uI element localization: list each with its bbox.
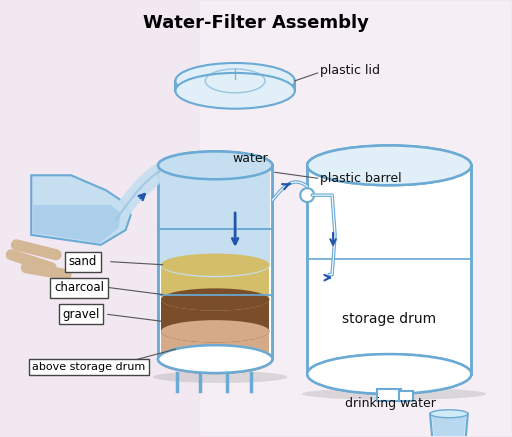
Bar: [399, 391, 413, 401]
Polygon shape: [432, 417, 466, 437]
Ellipse shape: [158, 152, 272, 179]
Ellipse shape: [307, 146, 472, 185]
Ellipse shape: [158, 152, 272, 179]
Ellipse shape: [307, 146, 472, 185]
Bar: [161, 331, 269, 363]
Text: plastic lid: plastic lid: [319, 64, 380, 77]
Ellipse shape: [158, 345, 272, 373]
Text: above storage drum: above storage drum: [32, 362, 145, 372]
Text: Water-Filter Assembly: Water-Filter Assembly: [143, 14, 369, 32]
Bar: [161, 265, 269, 299]
Ellipse shape: [160, 252, 270, 277]
Ellipse shape: [161, 352, 269, 374]
Ellipse shape: [307, 354, 472, 394]
Bar: [160, 170, 270, 265]
Ellipse shape: [161, 288, 269, 311]
Ellipse shape: [176, 73, 295, 109]
Ellipse shape: [307, 354, 472, 394]
Ellipse shape: [160, 158, 270, 183]
Ellipse shape: [158, 345, 272, 373]
Ellipse shape: [153, 371, 287, 383]
Bar: [158, 165, 272, 359]
Text: plastic barrel: plastic barrel: [319, 172, 401, 185]
Ellipse shape: [161, 320, 269, 343]
Ellipse shape: [161, 320, 269, 343]
Ellipse shape: [300, 188, 314, 202]
Ellipse shape: [161, 288, 269, 311]
Text: charcoal: charcoal: [54, 281, 104, 294]
Ellipse shape: [302, 388, 486, 400]
Text: storage drum: storage drum: [342, 312, 436, 326]
Text: gravel: gravel: [62, 308, 100, 321]
Polygon shape: [430, 414, 468, 437]
Bar: [377, 389, 401, 401]
Ellipse shape: [176, 63, 295, 99]
Ellipse shape: [161, 253, 269, 276]
Polygon shape: [31, 175, 131, 245]
Text: sand: sand: [69, 255, 97, 268]
Ellipse shape: [430, 410, 468, 418]
Bar: [200, 1, 510, 436]
Polygon shape: [33, 205, 121, 243]
Bar: [307, 165, 472, 374]
Bar: [161, 299, 269, 331]
Text: water: water: [232, 152, 268, 165]
Text: drinking water: drinking water: [345, 397, 435, 410]
Bar: [176, 81, 295, 91]
